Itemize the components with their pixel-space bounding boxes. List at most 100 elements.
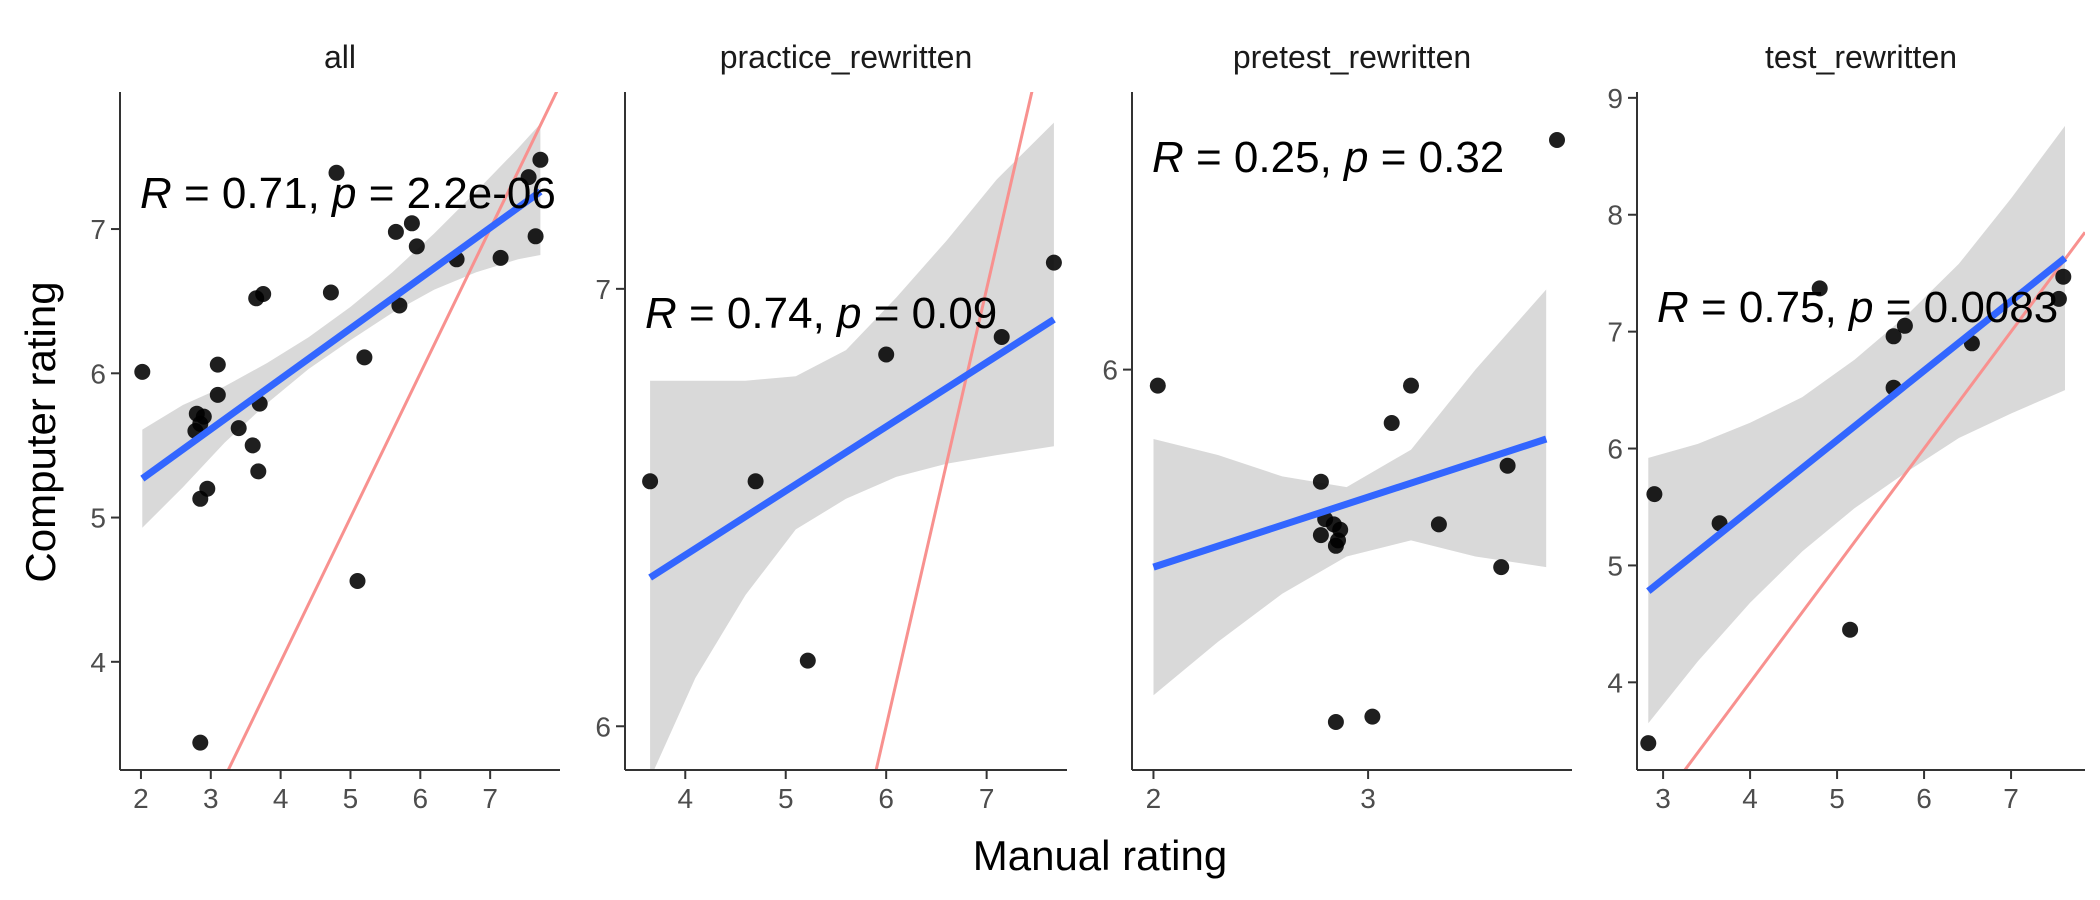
- data-point: [1312, 473, 1329, 490]
- data-point: [403, 215, 420, 232]
- facet-panel: test_rewritten 3 4 5 6 7 4 5 6 7 8 9 R = 0.75, p = 0…: [1607, 39, 2085, 814]
- data-point: [520, 169, 537, 186]
- y-tick-label: 6: [1607, 434, 1623, 465]
- y-axis-title: Computer rating: [17, 281, 64, 582]
- data-point: [1383, 415, 1400, 431]
- data-point: [244, 437, 261, 454]
- data-point: [878, 346, 895, 363]
- correlation-annotation: R = 0.25, p = 0.32: [1152, 133, 1504, 182]
- y-tick-label: 6: [90, 358, 106, 389]
- x-tick-label: 6: [878, 783, 894, 814]
- correlation-annotation: R = 0.74, p = 0.09: [645, 289, 997, 338]
- confidence-band: [142, 123, 541, 528]
- data-point: [250, 463, 267, 480]
- annotation-symbol: p: [835, 289, 861, 338]
- data-point: [492, 249, 509, 266]
- data-point: [1499, 457, 1516, 474]
- data-point: [209, 386, 226, 403]
- x-tick-label: 5: [778, 783, 794, 814]
- data-point: [230, 420, 247, 437]
- y-tick-label: 8: [1607, 200, 1623, 231]
- identity-line: [226, 92, 559, 770]
- y-tick-label: 7: [90, 214, 106, 245]
- data-point: [349, 573, 366, 589]
- data-point: [255, 286, 272, 302]
- annotation-symbol: p: [330, 169, 356, 218]
- annotation-value: = 0.71,: [172, 169, 332, 218]
- x-tick-label: 3: [1655, 783, 1671, 814]
- data-point: [1430, 516, 1447, 533]
- data-point: [1646, 486, 1663, 503]
- y-tick-label: 6: [1102, 355, 1118, 386]
- data-point: [642, 473, 659, 490]
- x-tick-label: 7: [979, 783, 995, 814]
- y-tick-label: 5: [90, 503, 106, 534]
- data-point: [1842, 621, 1859, 638]
- data-point: [322, 284, 339, 301]
- data-point: [199, 480, 216, 497]
- y-tick-label: 6: [595, 711, 611, 742]
- annotation-value: = 0.09: [862, 289, 998, 338]
- facet-panel: pretest_rewritten 2 3 6 R = 0.25, p = 0.32: [1102, 39, 1572, 814]
- regression-line: [648, 316, 1056, 581]
- identity-line: [874, 92, 1034, 770]
- x-tick-label: 7: [482, 783, 498, 814]
- x-tick-label: 3: [1360, 783, 1376, 814]
- annotation-value: = 0.32: [1369, 133, 1505, 182]
- x-axis-title: Manual rating: [973, 832, 1227, 879]
- regression-line: [1152, 435, 1548, 571]
- panel-content: [1640, 125, 2085, 770]
- data-point: [1045, 254, 1062, 271]
- annotation-symbol: R: [645, 289, 677, 338]
- data-point: [209, 356, 226, 373]
- data-point: [134, 363, 151, 380]
- facet-title: pretest_rewritten: [1233, 39, 1471, 75]
- correlation-annotation: R = 0.75, p = 0.0083: [1657, 283, 2058, 332]
- x-tick-label: 6: [1916, 783, 1932, 814]
- data-point: [1403, 377, 1419, 394]
- panel-content: [642, 92, 1062, 770]
- panel-content: [1149, 132, 1565, 730]
- data-point: [192, 734, 209, 751]
- x-tick-label: 5: [1829, 783, 1845, 814]
- annotation-value: = 2.2e-06: [357, 169, 556, 218]
- facet-title: all: [324, 39, 356, 75]
- annotation-symbol: p: [1342, 133, 1368, 182]
- y-tick-label: 7: [1607, 317, 1623, 348]
- data-point: [1364, 708, 1381, 725]
- y-tick-label: 9: [1607, 83, 1623, 114]
- data-point: [391, 297, 408, 314]
- x-tick-label: 5: [343, 783, 359, 814]
- data-point: [1885, 328, 1902, 345]
- data-point: [1549, 132, 1565, 148]
- data-point: [1493, 559, 1510, 576]
- x-tick-label: 7: [2003, 783, 2019, 814]
- data-point: [1332, 521, 1349, 538]
- data-point: [2050, 290, 2067, 307]
- data-point: [2055, 268, 2072, 285]
- y-tick-label: 4: [90, 647, 106, 678]
- annotation-value: = 0.75,: [1689, 283, 1849, 332]
- annotation-symbol: p: [1847, 283, 1873, 332]
- data-point: [328, 164, 345, 181]
- facet-panel: all 2 3 4 5 6 7 4 5 6 7 R = 0.71, p = 2.2e-06: [90, 39, 560, 814]
- x-tick-label: 6: [413, 783, 429, 814]
- annotation-value: = 0.25,: [1184, 133, 1344, 182]
- data-point: [527, 228, 544, 245]
- data-point: [408, 238, 425, 255]
- data-point: [195, 408, 212, 425]
- x-tick-label: 4: [273, 783, 289, 814]
- annotation-symbol: R: [1152, 133, 1184, 182]
- x-tick-label: 4: [1742, 783, 1758, 814]
- confidence-band: [1153, 289, 1547, 696]
- annotation-symbol: R: [1657, 283, 1689, 332]
- x-tick-label: 2: [1146, 783, 1162, 814]
- data-point: [747, 473, 764, 490]
- x-tick-label: 4: [677, 783, 693, 814]
- data-point: [799, 652, 816, 669]
- regression-line: [140, 188, 543, 482]
- data-point: [1327, 714, 1344, 730]
- data-point: [1312, 527, 1329, 544]
- annotation-value: = 0.0083: [1874, 283, 2059, 332]
